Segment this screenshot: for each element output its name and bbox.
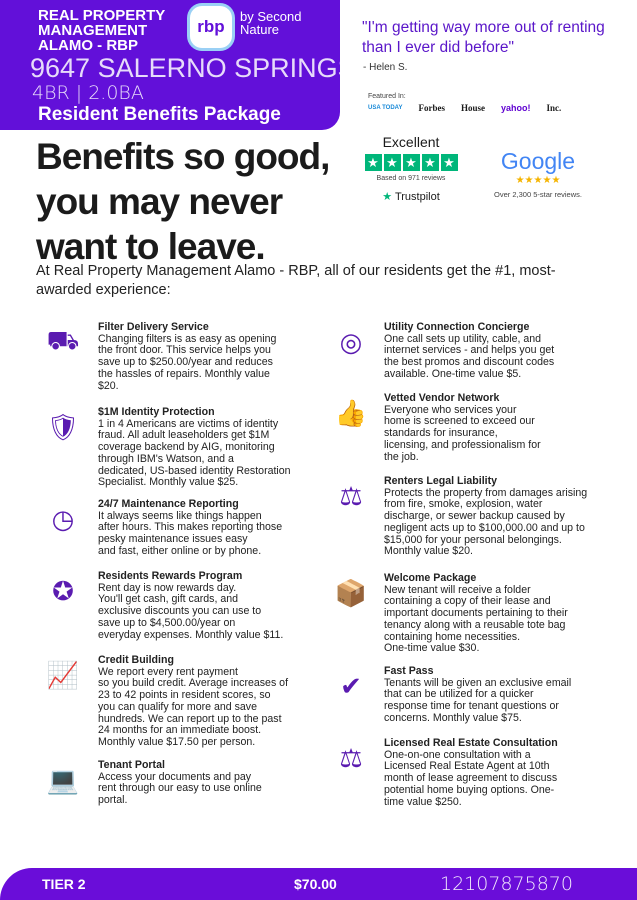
package-title: Resident Benefits Package	[38, 104, 281, 125]
benefit-description: New tenant will receive a folder contain…	[384, 583, 568, 655]
brand-name: REAL PROPERTY MANAGEMENT ALAMO - RBP	[38, 7, 165, 54]
award-ribbon-icon: ✪	[52, 575, 74, 606]
benefit-item: Fast Pass Tenants will be given an exclus…	[384, 665, 604, 725]
intro-text: At Real Property Management Alamo - RBP,…	[36, 263, 556, 298]
benefit-item: Tenant Portal Access your documents and p…	[98, 759, 318, 807]
benefit-description: One call sets up utility, cable, and int…	[384, 332, 555, 380]
benefit-title: 24/7 Maintenance Reporting	[98, 498, 239, 510]
benefit-title: Renters Legal Liability	[384, 475, 498, 487]
property-address: 9647 SALERNO SPRINGS	[30, 53, 356, 83]
benefit-item: Welcome Package New tenant will receive a…	[384, 572, 604, 655]
identity-shield-icon: 🛡	[46, 411, 80, 442]
clock-icon: ◷	[51, 503, 75, 534]
benefit-title: Licensed Real Estate Consultation	[384, 737, 558, 749]
benefit-item: 24/7 Maintenance Reporting It always seem…	[98, 498, 318, 558]
benefit-item: Renters Legal Liability Protects the prop…	[384, 475, 604, 558]
google-reviews: Over 2,300 5-star reviews.	[494, 190, 582, 199]
benefit-title: Residents Rewards Program	[98, 570, 243, 582]
tier-label: TIER 2	[42, 876, 86, 892]
trustpilot-rating: Excellent	[382, 134, 440, 150]
benefit-item: Licensed Real Estate Consultation One-on-…	[384, 737, 604, 808]
benefit-title: Tenant Portal	[98, 759, 165, 771]
benefit-title: Utility Connection Concierge	[384, 321, 530, 333]
utility-dial-icon: ◎	[339, 326, 363, 357]
benefit-item: Utility Connection Concierge One call set…	[384, 321, 604, 381]
beds-baths: 4BR | 2.0BA	[32, 82, 144, 104]
thumbs-up-icon: 👍	[334, 397, 368, 428]
filter-delivery-icon: ⛟	[46, 324, 80, 355]
benefit-description: Protects the property from damages arisi…	[384, 486, 588, 558]
google-widget: Google ★★★★★ Over 2,300 5-star reviews.	[478, 148, 598, 199]
benefit-description: Everyone who services your home is scree…	[384, 403, 541, 463]
testimonial-author: - Helen S.	[363, 62, 408, 73]
benefit-item: Credit Building We report every rent paym…	[98, 654, 318, 749]
benefit-title: Fast Pass	[384, 665, 434, 677]
benefit-title: Filter Delivery Service	[98, 321, 209, 333]
usa-today-logo: USA TODAY	[368, 105, 403, 111]
benefit-title: Credit Building	[98, 654, 174, 666]
laptop-icon: 💻	[46, 764, 80, 795]
benefit-title: Welcome Package	[384, 572, 477, 584]
scales-icon: ⚖	[339, 742, 363, 773]
gavel-icon: ⚖	[339, 480, 363, 511]
trustpilot-widget: Excellent ★ ★ ★ ★ ★ Based on 971 reviews ★ T…	[360, 134, 462, 203]
phone-number: 12107875870	[440, 873, 573, 895]
chart-growth-icon: 📈	[46, 659, 80, 690]
header-banner	[0, 0, 340, 130]
benefit-title: $1M Identity Protection	[98, 406, 215, 418]
benefit-description: 1 in 4 Americans are victims of identity…	[98, 417, 291, 489]
trustpilot-logo: ★ Trustpilot	[382, 191, 440, 203]
house-logo: House	[460, 103, 485, 113]
testimonial-quote: "I'm getting way more out of renting tha…	[362, 19, 605, 56]
benefit-description: Access your documents and pay rent throu…	[98, 770, 262, 807]
benefit-description: One-on-one consultation with a Licensed …	[384, 748, 558, 808]
benefit-item: Filter Delivery Service Changing filters …	[98, 321, 318, 392]
google-stars: ★★★★★	[515, 175, 561, 186]
featured-label: Featured In:	[368, 93, 406, 100]
benefit-description: Changing filters is as easy as opening t…	[98, 332, 277, 392]
headline: Benefits so good, you may never want to …	[36, 136, 330, 267]
forbes-logo: Forbes	[418, 103, 445, 113]
benefit-item: $1M Identity Protection 1 in 4 Americans …	[98, 406, 318, 489]
benefit-description: We report every rent payment so you buil…	[98, 665, 289, 748]
package-heart-icon: 📦	[334, 577, 368, 608]
benefit-title: Vetted Vendor Network	[384, 392, 500, 404]
yahoo-logo: yahoo!	[500, 103, 531, 113]
benefit-description: It always seems like things happen after…	[98, 509, 283, 557]
google-logo: Google	[500, 148, 576, 174]
tier-price: $70.00	[294, 876, 337, 892]
benefit-item: Vetted Vendor Network Everyone who servic…	[384, 392, 604, 463]
trustpilot-reviews: Based on 971 reviews	[376, 175, 446, 182]
fast-pass-check-icon: ✔	[340, 670, 362, 701]
benefit-description: Tenants will be given an exclusive email…	[384, 676, 572, 724]
benefit-description: Rent day is now rewards day. You'll get …	[98, 581, 284, 641]
footer-bar	[0, 868, 637, 900]
trustpilot-stars: ★ ★ ★ ★ ★	[360, 154, 462, 171]
featured-logos: USA TODAY Forbes House yahoo! Inc.	[368, 103, 561, 113]
star-icon: ★	[382, 191, 393, 203]
second-nature-logo: by Second Nature	[240, 9, 302, 37]
inc-logo: Inc.	[546, 103, 562, 113]
benefit-item: Residents Rewards Program Rent day is now…	[98, 570, 318, 641]
rbp-logo: rbp	[190, 6, 232, 48]
